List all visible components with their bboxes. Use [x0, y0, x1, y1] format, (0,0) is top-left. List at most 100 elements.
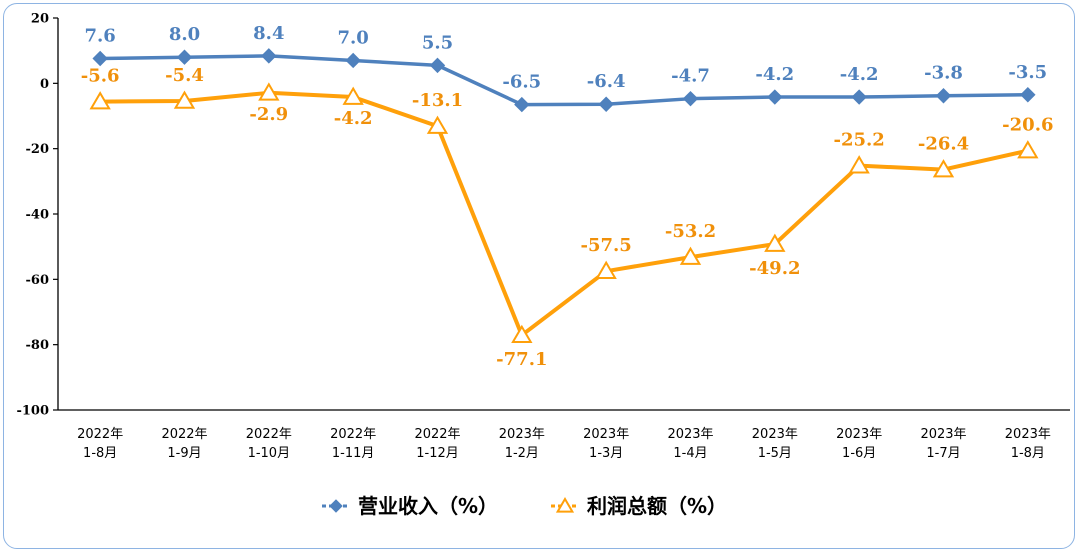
data-point-marker: [258, 82, 280, 101]
data-point-marker: [342, 86, 364, 105]
x-tick-label-year: 2023年: [667, 427, 713, 442]
data-point-marker: [173, 90, 196, 109]
axes: [53, 17, 1070, 411]
series-line-2: [100, 90, 1029, 338]
x-tick-label: 2022年 1-12月: [414, 427, 460, 461]
data-point-marker: [932, 159, 955, 178]
x-tick-label-year: 2022年: [77, 427, 123, 442]
data-label: -49.2: [749, 258, 800, 279]
data-label: 7.6: [85, 26, 116, 47]
data-point-marker: [598, 96, 614, 112]
x-tick-label-period: 1-11月: [332, 446, 375, 461]
x-tick-label: 2022年 1-9月: [161, 427, 207, 461]
x-tick-label-period: 1-8月: [83, 446, 117, 461]
y-tick-label: -40: [26, 208, 50, 223]
x-tick-label-year: 2022年: [330, 427, 376, 442]
x-tick-label: 2023年 1-5月: [752, 427, 798, 461]
data-point-marker: [935, 88, 952, 104]
x-tick-label-year: 2022年: [414, 427, 460, 442]
data-label: 5.5: [422, 32, 453, 53]
x-tick-label-period: 1-8月: [1011, 446, 1045, 461]
data-point-marker: [511, 324, 533, 343]
data-point-marker: [429, 57, 446, 74]
data-point-marker: [1017, 140, 1039, 159]
data-point-marker: [764, 233, 786, 252]
legend-marker-2: [555, 497, 575, 513]
series-line-1: [100, 54, 1028, 107]
y-tick-label: 20: [31, 12, 49, 27]
data-label: -4.2: [755, 64, 794, 85]
x-tick-label-period: 1-6月: [842, 446, 876, 461]
x-tick-label: 2023年 1-8月: [1005, 427, 1051, 461]
data-label: -6.4: [587, 71, 626, 92]
data-point-marker: [851, 89, 867, 105]
x-tick-label-period: 1-12月: [416, 446, 459, 461]
x-tick-label-year: 2023年: [1005, 427, 1051, 442]
x-tick-label: 2022年 1-11月: [330, 427, 376, 461]
x-tick-label-year: 2023年: [920, 427, 966, 442]
x-tick-label-period: 1-7月: [926, 446, 960, 461]
x-tick-label-period: 1-3月: [589, 446, 623, 461]
x-tick-label-period: 1-9月: [167, 446, 201, 461]
x-tick-label: 2022年 1-10月: [246, 427, 292, 461]
data-point-marker: [89, 91, 111, 110]
data-label: 8.4: [253, 23, 284, 44]
data-label: -77.1: [496, 349, 547, 370]
data-label: 7.0: [338, 27, 369, 48]
y-tick-label: 0: [40, 77, 49, 92]
data-point-marker: [1020, 87, 1036, 103]
data-label: -26.4: [918, 134, 969, 155]
data-point-marker: [682, 90, 699, 107]
data-label: -2.9: [249, 104, 288, 125]
x-tick-label-year: 2023年: [836, 427, 882, 442]
x-tick-label: 2023年 1-6月: [836, 427, 882, 461]
data-label: 8.0: [169, 24, 200, 45]
x-tick-label: 2023年 1-2月: [499, 427, 545, 461]
data-point-marker: [514, 96, 530, 113]
data-point-marker: [595, 260, 617, 279]
x-tick-label-period: 1-10月: [248, 446, 291, 461]
legend: 营业收入（%） 利润总额（%）: [322, 494, 727, 518]
x-tick-label: 2023年 1-7月: [920, 427, 966, 461]
x-tick-label-year: 2022年: [246, 427, 292, 442]
series-markers: [89, 48, 1039, 343]
data-label: -5.6: [81, 66, 120, 87]
data-label: -3.5: [1008, 62, 1047, 83]
y-tick-label: -80: [26, 338, 50, 353]
x-tick-label: 2023年 1-3月: [583, 427, 629, 461]
data-point-marker: [92, 50, 108, 67]
x-tick-label: 2022年 1-8月: [77, 427, 123, 461]
data-point-marker: [345, 52, 361, 69]
y-tick-label: -20: [26, 142, 50, 157]
y-tick-labels: 20 0 -20 -40 -60 -80 -100: [16, 12, 49, 419]
data-label: -4.2: [334, 108, 373, 129]
chart-frame: [3, 3, 1075, 549]
data-label: -53.2: [665, 221, 716, 242]
data-point-marker: [767, 89, 783, 105]
x-tick-label-year: 2023年: [499, 427, 545, 442]
data-label: -20.6: [1002, 115, 1053, 136]
x-tick-label-year: 2023年: [583, 427, 629, 442]
y-tick-label: -100: [16, 404, 49, 419]
data-label: -57.5: [581, 235, 632, 256]
data-label: -6.5: [502, 72, 541, 93]
x-tick-label-period: 1-4月: [673, 446, 707, 461]
data-labels: 7.6 8.0 8.4 7.0 5.5 -6.5 -6.4 -4.7 -4.2 -4.2 -3.8 -…: [81, 23, 1054, 370]
x-tick-label: 2023年 1-4月: [667, 427, 713, 461]
data-label: -5.4: [165, 65, 204, 86]
x-tick-label-year: 2023年: [752, 427, 798, 442]
data-point-marker: [848, 155, 870, 174]
data-label: -3.8: [924, 63, 963, 84]
series-lines: [100, 54, 1029, 338]
data-point-marker: [261, 48, 277, 64]
data-label: -4.2: [840, 64, 879, 85]
data-point-marker: [426, 115, 449, 134]
data-label: -13.1: [412, 90, 463, 111]
legend-label-1: 营业收入（%）: [358, 494, 498, 518]
legend-label-2: 利润总额（%）: [587, 494, 727, 518]
legend-marker-1: [329, 499, 343, 513]
data-label: -25.2: [834, 130, 885, 151]
x-tick-label-period: 1-5月: [758, 446, 792, 461]
